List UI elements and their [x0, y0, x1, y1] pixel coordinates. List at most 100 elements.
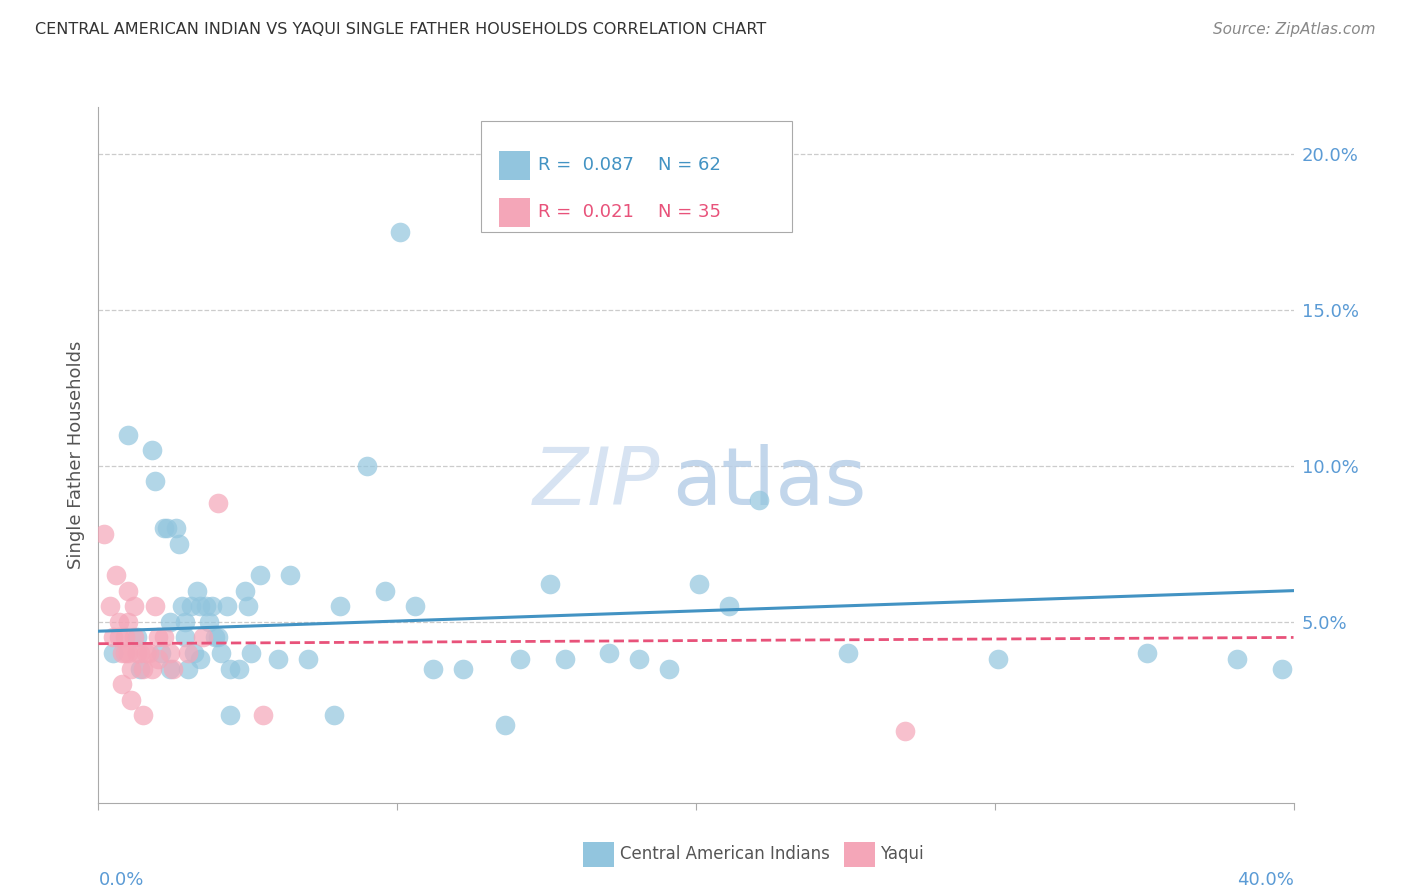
Point [204, 631, 226, 645]
Point [1271, 662, 1294, 676]
Point [404, 599, 426, 614]
Point [191, 631, 214, 645]
Point [117, 427, 139, 442]
Point [141, 443, 163, 458]
Point [278, 568, 301, 582]
Point [451, 662, 474, 676]
Point [162, 662, 184, 676]
Text: ZIP: ZIP [533, 443, 661, 522]
Point [127, 646, 149, 660]
Point [188, 652, 211, 666]
Point [1136, 646, 1159, 660]
Point [129, 646, 152, 660]
Point [177, 646, 200, 660]
Point [323, 708, 346, 723]
Point [150, 646, 173, 660]
Point [422, 662, 444, 676]
Point [201, 599, 224, 614]
Point [1226, 652, 1249, 666]
Point [198, 615, 221, 629]
Point [598, 646, 620, 660]
Point [207, 631, 229, 645]
Point [148, 631, 170, 645]
Point [356, 458, 378, 473]
Point [117, 646, 139, 660]
Point [219, 662, 242, 676]
Text: CENTRAL AMERICAN INDIAN VS YAQUI SINGLE FATHER HOUSEHOLDS CORRELATION CHART: CENTRAL AMERICAN INDIAN VS YAQUI SINGLE … [35, 22, 766, 37]
Point [127, 631, 149, 645]
Point [143, 599, 166, 614]
Point [554, 652, 576, 666]
Point [837, 646, 859, 660]
Point [509, 652, 531, 666]
Point [717, 599, 740, 614]
Point [228, 662, 250, 676]
Text: 0.0%: 0.0% [98, 871, 143, 889]
Point [267, 652, 290, 666]
Point [219, 708, 242, 723]
Text: atlas: atlas [672, 443, 866, 522]
Text: N = 62: N = 62 [658, 156, 721, 175]
Point [105, 568, 128, 582]
Point [252, 708, 274, 723]
Point [658, 662, 681, 676]
Point [329, 599, 352, 614]
Text: 40.0%: 40.0% [1237, 871, 1294, 889]
Point [297, 652, 319, 666]
Point [114, 646, 136, 660]
Point [239, 646, 262, 660]
Point [117, 583, 139, 598]
Point [987, 652, 1010, 666]
Point [183, 646, 205, 660]
Point [141, 662, 163, 676]
Point [138, 646, 160, 660]
Point [494, 718, 516, 732]
Point [114, 631, 136, 645]
Point [389, 225, 412, 239]
Point [628, 652, 651, 666]
Point [374, 583, 396, 598]
Point [120, 662, 142, 676]
Point [111, 646, 134, 660]
Point [165, 521, 187, 535]
Point [209, 646, 232, 660]
Point [124, 599, 146, 614]
Text: Yaqui: Yaqui [880, 845, 924, 863]
Point [894, 724, 917, 739]
Point [153, 521, 176, 535]
Point [143, 475, 166, 489]
Point [117, 615, 139, 629]
Point [215, 599, 238, 614]
Point [103, 631, 125, 645]
Point [207, 496, 229, 510]
Point [132, 662, 155, 676]
Point [236, 599, 259, 614]
Point [188, 599, 211, 614]
Point [194, 599, 218, 614]
Point [172, 599, 194, 614]
Text: N = 35: N = 35 [658, 203, 721, 221]
Text: R =  0.021: R = 0.021 [538, 203, 634, 221]
Point [180, 599, 202, 614]
Point [156, 521, 179, 535]
Point [132, 708, 155, 723]
Point [186, 583, 208, 598]
Point [108, 615, 131, 629]
Point [135, 646, 157, 660]
Point [748, 493, 770, 508]
Point [129, 662, 152, 676]
Point [233, 583, 256, 598]
Text: Source: ZipAtlas.com: Source: ZipAtlas.com [1212, 22, 1375, 37]
Text: Central American Indians: Central American Indians [620, 845, 830, 863]
Point [249, 568, 271, 582]
Point [103, 646, 125, 660]
Point [93, 527, 115, 541]
Y-axis label: Single Father Households: Single Father Households [66, 341, 84, 569]
Point [167, 537, 190, 551]
Point [98, 599, 122, 614]
Point [177, 662, 200, 676]
Point [148, 652, 170, 666]
Point [124, 631, 146, 645]
Point [174, 615, 197, 629]
Point [111, 677, 134, 691]
